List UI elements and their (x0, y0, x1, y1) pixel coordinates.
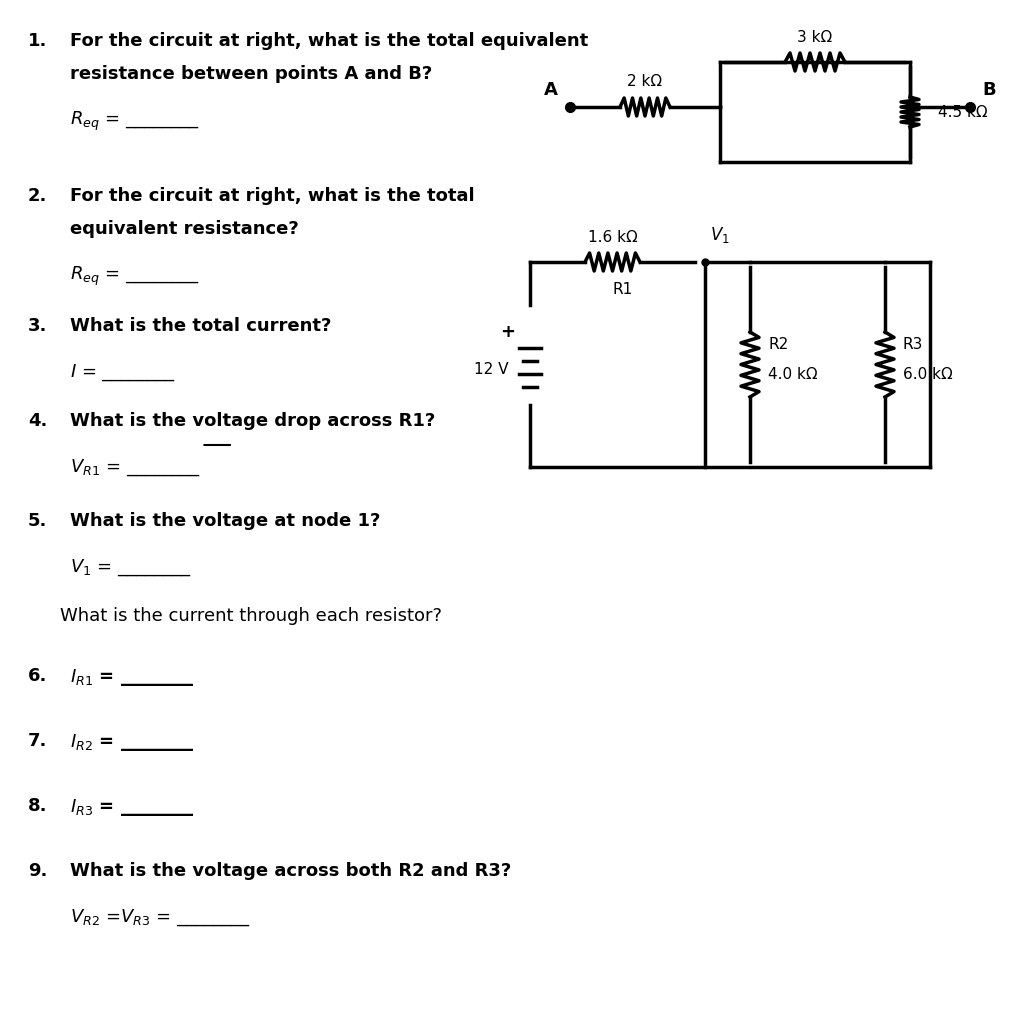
Text: $I_{R2}$ = ________: $I_{R2}$ = ________ (70, 732, 195, 753)
Text: For the circuit at right, what is the total: For the circuit at right, what is the to… (70, 187, 475, 205)
Text: +: + (501, 323, 515, 341)
Text: What is the voltage drop across R1?: What is the voltage drop across R1? (70, 412, 435, 430)
Text: R2: R2 (768, 337, 788, 352)
Text: 4.0 kΩ: 4.0 kΩ (768, 367, 817, 382)
Text: 1.6 kΩ: 1.6 kΩ (588, 230, 637, 245)
Text: 9.: 9. (28, 862, 47, 880)
Text: B: B (982, 81, 995, 99)
Text: For the circuit at right, what is the total equivalent: For the circuit at right, what is the to… (70, 32, 588, 50)
Text: R3: R3 (903, 337, 924, 352)
Text: What is the voltage across both R2 and R3?: What is the voltage across both R2 and R… (70, 862, 511, 880)
Text: What is the current through each resistor?: What is the current through each resisto… (60, 607, 442, 625)
Text: What is the total current?: What is the total current? (70, 317, 332, 335)
Text: 6.0 kΩ: 6.0 kΩ (903, 367, 952, 382)
Text: $R_{eq}$ = ________: $R_{eq}$ = ________ (70, 110, 200, 133)
Text: $V_{R1}$ = ________: $V_{R1}$ = ________ (70, 457, 201, 478)
Text: What is the voltage at node 1?: What is the voltage at node 1? (70, 512, 380, 530)
Text: $I$ = ________: $I$ = ________ (70, 362, 176, 382)
Text: $I_{R3}$ = ________: $I_{R3}$ = ________ (70, 797, 195, 818)
Text: $R_{eq}$ = ________: $R_{eq}$ = ________ (70, 265, 200, 288)
Text: 3.: 3. (28, 317, 47, 335)
Text: $I_{R1}$ = ________: $I_{R1}$ = ________ (70, 667, 195, 687)
Text: 2 kΩ: 2 kΩ (628, 74, 663, 89)
Text: 7.: 7. (28, 732, 47, 750)
Text: 8.: 8. (28, 797, 47, 815)
Text: resistance between points A and B?: resistance between points A and B? (70, 65, 432, 83)
Text: equivalent resistance?: equivalent resistance? (70, 220, 299, 238)
Text: 1.: 1. (28, 32, 47, 50)
Text: 5.: 5. (28, 512, 47, 530)
Text: 4.: 4. (28, 412, 47, 430)
Text: A: A (544, 81, 558, 99)
Text: 12 V: 12 V (473, 362, 508, 377)
Text: R1: R1 (612, 282, 633, 297)
Text: 6.: 6. (28, 667, 47, 685)
Text: 2.: 2. (28, 187, 47, 205)
Text: $V_{R2}$ =$V_{R3}$ = ________: $V_{R2}$ =$V_{R3}$ = ________ (70, 907, 251, 928)
Text: What is the voltage drop: What is the voltage drop (70, 412, 328, 430)
Text: $V_1$ = ________: $V_1$ = ________ (70, 557, 191, 578)
Text: 4.5 kΩ: 4.5 kΩ (938, 105, 987, 120)
Text: 3 kΩ: 3 kΩ (798, 29, 833, 45)
Text: $V_1$: $V_1$ (710, 225, 730, 245)
